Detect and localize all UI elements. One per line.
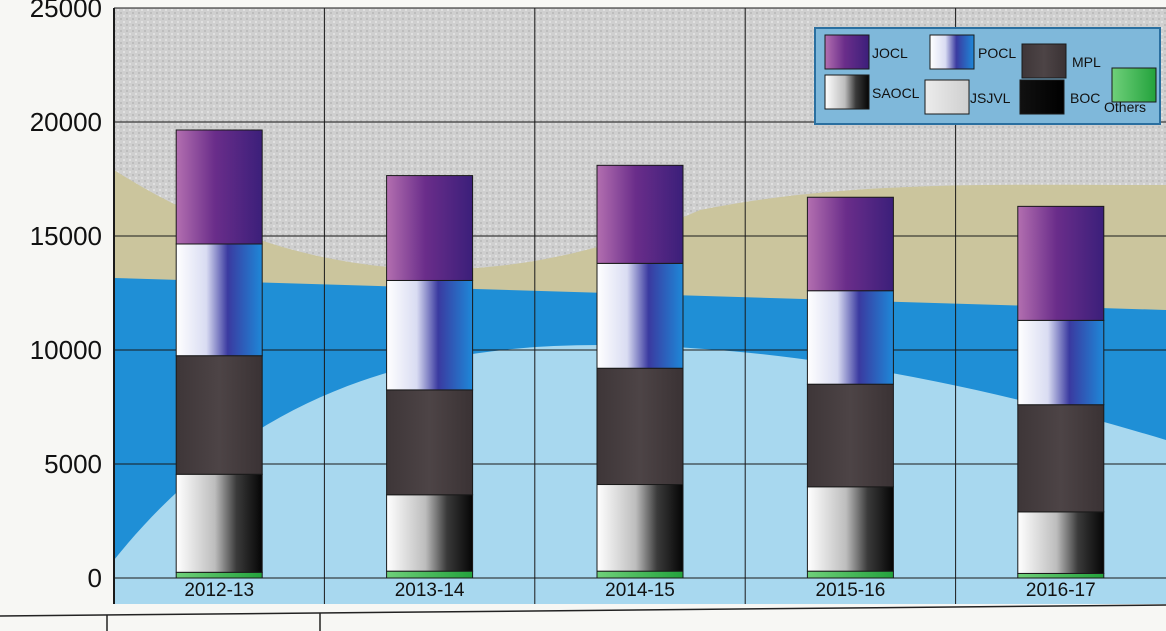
bar-stack-2016-17	[1017, 205, 1105, 579]
bar-segment-mpl-2014-15	[596, 367, 684, 486]
bar-segment-saocl-2013-14	[386, 494, 474, 572]
bar-stacks	[175, 129, 1105, 579]
bar-segment-others-2014-15	[596, 570, 684, 579]
legend-item-saocl: SAOCL	[824, 74, 920, 110]
y-tick-label: 5000	[44, 449, 102, 479]
legend-label: Others	[1104, 99, 1146, 115]
legend-label: MPL	[1072, 54, 1101, 70]
bar-segment-others-2012-13	[175, 571, 263, 579]
y-tick-label: 20000	[30, 107, 102, 137]
bar-stack-2015-16	[806, 196, 894, 579]
x-category-label: 2016-17	[1026, 580, 1096, 601]
bar-segment-jocl-2015-16	[806, 196, 894, 292]
bar-segment-others-2013-14	[386, 570, 474, 579]
x-category-label: 2012-13	[184, 580, 254, 601]
legend-swatch-others	[1111, 67, 1157, 103]
legend-swatch-pocl	[929, 34, 975, 70]
legend-item-others: Others	[1104, 67, 1157, 115]
bar-segment-pocl-2012-13	[175, 243, 263, 357]
bar-segment-pocl-2016-17	[1017, 319, 1105, 406]
x-category-label: 2013-14	[395, 580, 465, 601]
legend-label: JOCL	[872, 45, 908, 61]
bar-segment-saocl-2014-15	[596, 484, 684, 572]
bar-segment-others-2016-17	[1017, 572, 1105, 579]
bar-segment-saocl-2012-13	[175, 473, 263, 573]
y-tick-label: 10000	[30, 335, 102, 365]
bar-segment-others-2015-16	[806, 570, 894, 579]
bar-segment-jocl-2013-14	[386, 175, 474, 281]
bar-segment-pocl-2015-16	[806, 290, 894, 385]
bar-segment-mpl-2012-13	[175, 355, 263, 475]
legend-label: BOC	[1070, 90, 1100, 106]
legend-box	[814, 27, 1161, 125]
legend-item-mpl: MPL	[1021, 43, 1101, 79]
legend-item-jsjvl: JSJVL	[924, 79, 1011, 115]
bar-segment-pocl-2014-15	[596, 262, 684, 369]
bar-segment-saocl-2016-17	[1017, 511, 1105, 574]
bar-segment-jocl-2012-13	[175, 129, 263, 245]
x-category-label: 2014-15	[605, 580, 675, 601]
bar-segment-saocl-2015-16	[806, 486, 894, 572]
table-edge	[0, 604, 1166, 631]
y-tick-label: 25000	[30, 0, 102, 23]
legend-swatch-boc	[1019, 79, 1065, 115]
y-tick-label: 0	[88, 563, 102, 593]
legend-swatch-saocl	[824, 74, 870, 110]
bar-stack-2012-13	[175, 129, 263, 579]
bar-segment-jocl-2014-15	[596, 164, 684, 264]
x-category-labels: 2012-13 2013-14 2014-15 2015-16 2016-17	[184, 580, 1095, 601]
legend-swatch-jocl	[824, 34, 870, 70]
legend-item-boc: BOC	[1019, 79, 1100, 115]
legend-label: JSJVL	[970, 90, 1011, 106]
legend-item-pocl: POCL	[929, 34, 1016, 70]
bar-segment-mpl-2015-16	[806, 383, 894, 488]
legend-swatch-jsjvl	[924, 79, 970, 115]
bar-segment-pocl-2013-14	[386, 279, 474, 391]
legend-item-jocl: JOCL	[824, 34, 908, 70]
bar-segment-mpl-2013-14	[386, 389, 474, 496]
bar-segment-mpl-2016-17	[1017, 404, 1105, 513]
bar-stack-2013-14	[386, 175, 474, 579]
legend-label: SAOCL	[872, 85, 920, 101]
legend-label: POCL	[978, 45, 1016, 61]
bar-segment-jocl-2016-17	[1017, 205, 1105, 321]
y-tick-label: 15000	[30, 221, 102, 251]
x-category-label: 2015-16	[816, 580, 886, 601]
y-tick-labels: 0 5000 10000 15000 20000 25000	[30, 0, 102, 593]
bar-stack-2014-15	[596, 164, 684, 579]
legend-swatch-mpl	[1021, 43, 1067, 79]
